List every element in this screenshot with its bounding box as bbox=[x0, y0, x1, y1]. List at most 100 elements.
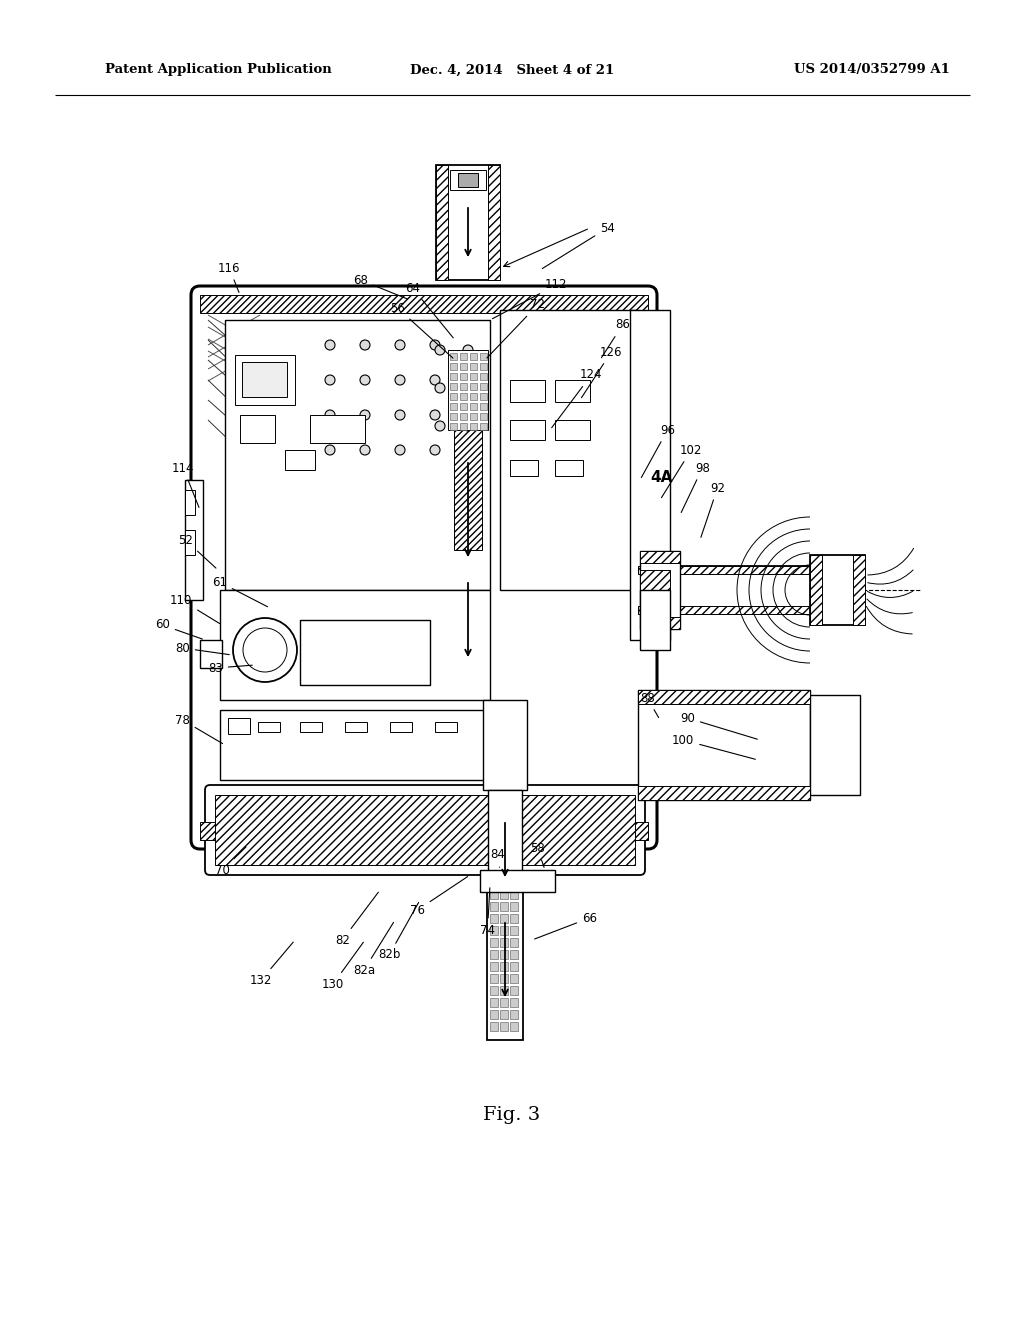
Text: Patent Application Publication: Patent Application Publication bbox=[105, 63, 332, 77]
Circle shape bbox=[435, 345, 445, 355]
Circle shape bbox=[243, 628, 287, 672]
Text: 70: 70 bbox=[215, 847, 246, 876]
Text: 114: 114 bbox=[172, 462, 199, 507]
Bar bbox=[480, 383, 487, 389]
Bar bbox=[500, 1022, 508, 1031]
Bar bbox=[436, 165, 449, 280]
Bar bbox=[638, 606, 840, 614]
Bar bbox=[220, 590, 490, 700]
Text: 84: 84 bbox=[490, 849, 505, 867]
Bar bbox=[460, 393, 467, 400]
Circle shape bbox=[463, 421, 473, 432]
Bar bbox=[490, 1022, 498, 1031]
Circle shape bbox=[430, 411, 440, 420]
Bar bbox=[500, 950, 508, 960]
Circle shape bbox=[325, 375, 335, 385]
Circle shape bbox=[360, 375, 370, 385]
Text: 132: 132 bbox=[250, 942, 293, 986]
Bar bbox=[460, 374, 467, 380]
Bar bbox=[500, 310, 638, 590]
Bar bbox=[480, 870, 555, 892]
Bar bbox=[220, 590, 490, 700]
Circle shape bbox=[430, 445, 440, 455]
Text: 126: 126 bbox=[582, 346, 623, 397]
Text: 76: 76 bbox=[410, 876, 468, 916]
Bar bbox=[490, 902, 498, 911]
Text: Fig. 3: Fig. 3 bbox=[483, 1106, 541, 1125]
Text: 82b: 82b bbox=[378, 903, 419, 961]
Bar bbox=[510, 902, 518, 911]
Text: 82: 82 bbox=[335, 892, 378, 946]
Circle shape bbox=[325, 445, 335, 455]
Circle shape bbox=[463, 383, 473, 393]
Text: 66: 66 bbox=[535, 912, 597, 939]
Text: 4A: 4A bbox=[650, 470, 673, 486]
Text: US 2014/0352799 A1: US 2014/0352799 A1 bbox=[795, 63, 950, 77]
Bar bbox=[220, 710, 490, 780]
Circle shape bbox=[360, 341, 370, 350]
Text: 78: 78 bbox=[175, 714, 222, 743]
Bar bbox=[483, 700, 527, 789]
Bar bbox=[500, 939, 508, 946]
Bar bbox=[638, 690, 810, 800]
Bar bbox=[480, 403, 487, 411]
Bar bbox=[510, 459, 538, 477]
Bar bbox=[258, 722, 280, 733]
Text: 61: 61 bbox=[212, 576, 267, 607]
Circle shape bbox=[430, 375, 440, 385]
Bar bbox=[470, 413, 477, 420]
Bar bbox=[640, 570, 670, 649]
Bar bbox=[450, 393, 457, 400]
Bar bbox=[480, 422, 487, 430]
Bar bbox=[490, 890, 498, 899]
Text: 90: 90 bbox=[680, 711, 758, 739]
Bar bbox=[435, 722, 457, 733]
Circle shape bbox=[325, 411, 335, 420]
Bar bbox=[480, 374, 487, 380]
Bar bbox=[638, 690, 810, 704]
Bar bbox=[500, 974, 508, 983]
Text: 116: 116 bbox=[218, 261, 241, 293]
Bar bbox=[810, 554, 822, 624]
Bar bbox=[460, 352, 467, 360]
Text: 112: 112 bbox=[493, 279, 567, 318]
Bar bbox=[460, 383, 467, 389]
Bar bbox=[480, 393, 487, 400]
Text: 56: 56 bbox=[390, 301, 453, 358]
Circle shape bbox=[430, 341, 440, 350]
Bar bbox=[510, 380, 545, 403]
Bar bbox=[470, 393, 477, 400]
Bar bbox=[470, 403, 477, 411]
Circle shape bbox=[435, 421, 445, 432]
Bar bbox=[500, 986, 508, 995]
Bar bbox=[510, 420, 545, 440]
Bar bbox=[480, 413, 487, 420]
Text: 54: 54 bbox=[543, 222, 614, 268]
Bar bbox=[300, 620, 430, 685]
Bar bbox=[185, 490, 195, 515]
Bar bbox=[450, 352, 457, 360]
Text: 100: 100 bbox=[672, 734, 756, 759]
Bar bbox=[240, 414, 275, 444]
Text: 60: 60 bbox=[155, 619, 203, 639]
Bar bbox=[510, 890, 518, 899]
Bar bbox=[510, 913, 518, 923]
Bar bbox=[488, 165, 500, 280]
Text: 124: 124 bbox=[552, 368, 602, 428]
Bar bbox=[490, 1010, 498, 1019]
Bar bbox=[450, 403, 457, 411]
Bar bbox=[630, 310, 670, 640]
Bar bbox=[555, 459, 583, 477]
Bar bbox=[640, 550, 680, 564]
Bar bbox=[460, 403, 467, 411]
Bar bbox=[450, 170, 486, 190]
Bar bbox=[480, 363, 487, 370]
Bar bbox=[436, 165, 500, 280]
Bar bbox=[640, 550, 680, 630]
Bar bbox=[390, 722, 412, 733]
Bar bbox=[555, 420, 590, 440]
Bar bbox=[500, 962, 508, 972]
Bar bbox=[500, 927, 508, 935]
Bar bbox=[215, 795, 635, 865]
Bar bbox=[810, 696, 860, 795]
